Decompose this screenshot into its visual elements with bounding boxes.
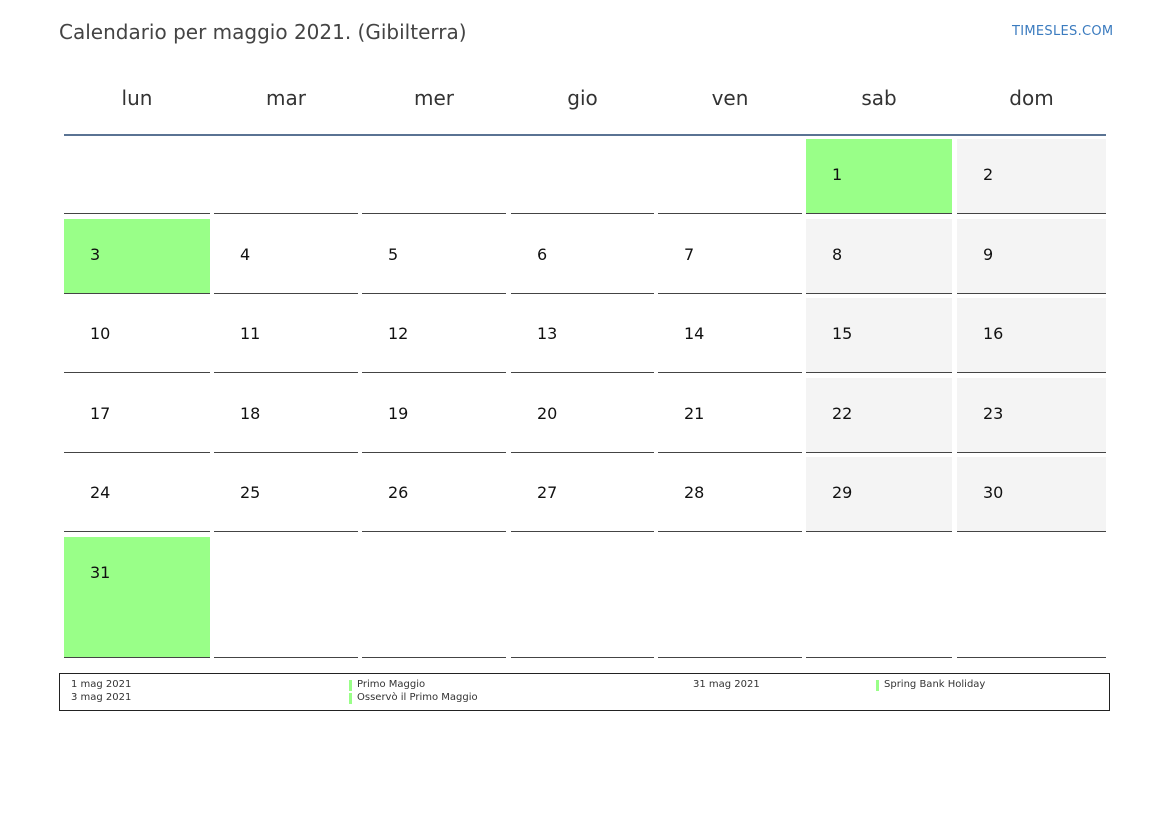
day-cell[interactable]: 4 (214, 219, 358, 294)
holiday-legend: 1 mag 2021 Primo Maggio 3 mag 2021 Osser… (59, 673, 1110, 711)
day-cell[interactable]: 23 (957, 378, 1106, 453)
day-cell[interactable]: 25 (214, 457, 358, 532)
day-cell[interactable]: 11 (214, 298, 358, 373)
day-number: 2 (983, 165, 994, 184)
empty-day-cell (214, 537, 358, 658)
day-number: 19 (388, 404, 409, 423)
day-cell[interactable]: 21 (658, 378, 802, 453)
day-number: 6 (537, 245, 548, 264)
day-number: 21 (684, 404, 705, 423)
empty-day-cell (511, 139, 654, 214)
day-number: 18 (240, 404, 261, 423)
day-number: 17 (90, 404, 111, 423)
day-number: 22 (832, 404, 853, 423)
legend-holiday-name: Spring Bank Holiday (884, 679, 986, 690)
day-cell[interactable]: 1 (806, 139, 952, 214)
legend-color-marker (876, 680, 879, 691)
day-cell[interactable]: 6 (511, 219, 654, 294)
empty-day-cell (658, 537, 802, 658)
day-cell[interactable]: 27 (511, 457, 654, 532)
legend-color-marker (349, 693, 352, 704)
day-cell[interactable]: 16 (957, 298, 1106, 373)
day-number: 28 (684, 483, 705, 502)
day-cell[interactable]: 22 (806, 378, 952, 453)
empty-day-cell (362, 537, 506, 658)
day-cell[interactable]: 18 (214, 378, 358, 453)
day-cell[interactable]: 14 (658, 298, 802, 373)
legend-date: 31 mag 2021 (693, 679, 760, 690)
weekday-wed: mer (413, 86, 454, 110)
day-cell[interactable]: 9 (957, 219, 1106, 294)
legend-holiday-name: Primo Maggio (357, 679, 426, 690)
empty-day-cell (214, 139, 358, 214)
day-number: 24 (90, 483, 111, 502)
weekday-mon: lun (121, 86, 153, 110)
legend-color-marker (349, 680, 352, 691)
day-cell[interactable]: 13 (511, 298, 654, 373)
day-cell[interactable]: 7 (658, 219, 802, 294)
day-cell[interactable]: 19 (362, 378, 506, 453)
day-number: 15 (832, 324, 853, 343)
day-number: 25 (240, 483, 261, 502)
day-cell[interactable]: 3 (64, 219, 210, 294)
day-number: 7 (684, 245, 695, 264)
day-number: 8 (832, 245, 843, 264)
day-number: 1 (832, 165, 843, 184)
day-number: 10 (90, 324, 111, 343)
weekday-fri: ven (711, 86, 749, 110)
day-number: 27 (537, 483, 558, 502)
day-cell[interactable]: 8 (806, 219, 952, 294)
day-cell[interactable]: 29 (806, 457, 952, 532)
weekday-sat: sab (861, 86, 897, 110)
empty-day-cell (64, 139, 210, 214)
day-number: 26 (388, 483, 409, 502)
day-cell[interactable]: 5 (362, 219, 506, 294)
day-number: 20 (537, 404, 558, 423)
empty-day-cell (957, 537, 1106, 658)
day-cell[interactable]: 17 (64, 378, 210, 453)
day-cell[interactable]: 12 (362, 298, 506, 373)
day-cell[interactable]: 28 (658, 457, 802, 532)
weekday-thu: gio (567, 86, 598, 110)
weekday-sun: dom (1009, 86, 1054, 110)
legend-date: 3 mag 2021 (71, 692, 132, 703)
empty-day-cell (511, 537, 654, 658)
day-number: 5 (388, 245, 399, 264)
day-cell[interactable]: 31 (64, 537, 210, 658)
page-title: Calendario per maggio 2021. (Gibilterra) (59, 20, 467, 44)
legend-date: 1 mag 2021 (71, 679, 132, 690)
day-cell[interactable]: 24 (64, 457, 210, 532)
day-number: 4 (240, 245, 251, 264)
day-number: 13 (537, 324, 558, 343)
day-cell[interactable]: 10 (64, 298, 210, 373)
day-number: 30 (983, 483, 1004, 502)
day-number: 29 (832, 483, 853, 502)
day-number: 11 (240, 324, 261, 343)
day-cell[interactable]: 20 (511, 378, 654, 453)
day-number: 23 (983, 404, 1004, 423)
day-number: 12 (388, 324, 409, 343)
empty-day-cell (658, 139, 802, 214)
day-cell[interactable]: 2 (957, 139, 1106, 214)
empty-day-cell (362, 139, 506, 214)
empty-day-cell (806, 537, 952, 658)
day-number: 14 (684, 324, 705, 343)
day-number: 16 (983, 324, 1004, 343)
legend-holiday-name: Osservò il Primo Maggio (357, 692, 478, 703)
day-number: 3 (90, 245, 101, 264)
site-link[interactable]: TIMESLES.COM (1012, 24, 1114, 39)
day-number: 9 (983, 245, 994, 264)
weekday-header: lun mar mer gio ven sab dom (64, 82, 1106, 136)
day-cell[interactable]: 15 (806, 298, 952, 373)
day-cell[interactable]: 30 (957, 457, 1106, 532)
weekday-tue: mar (266, 86, 306, 110)
day-number: 31 (90, 563, 111, 582)
day-cell[interactable]: 26 (362, 457, 506, 532)
